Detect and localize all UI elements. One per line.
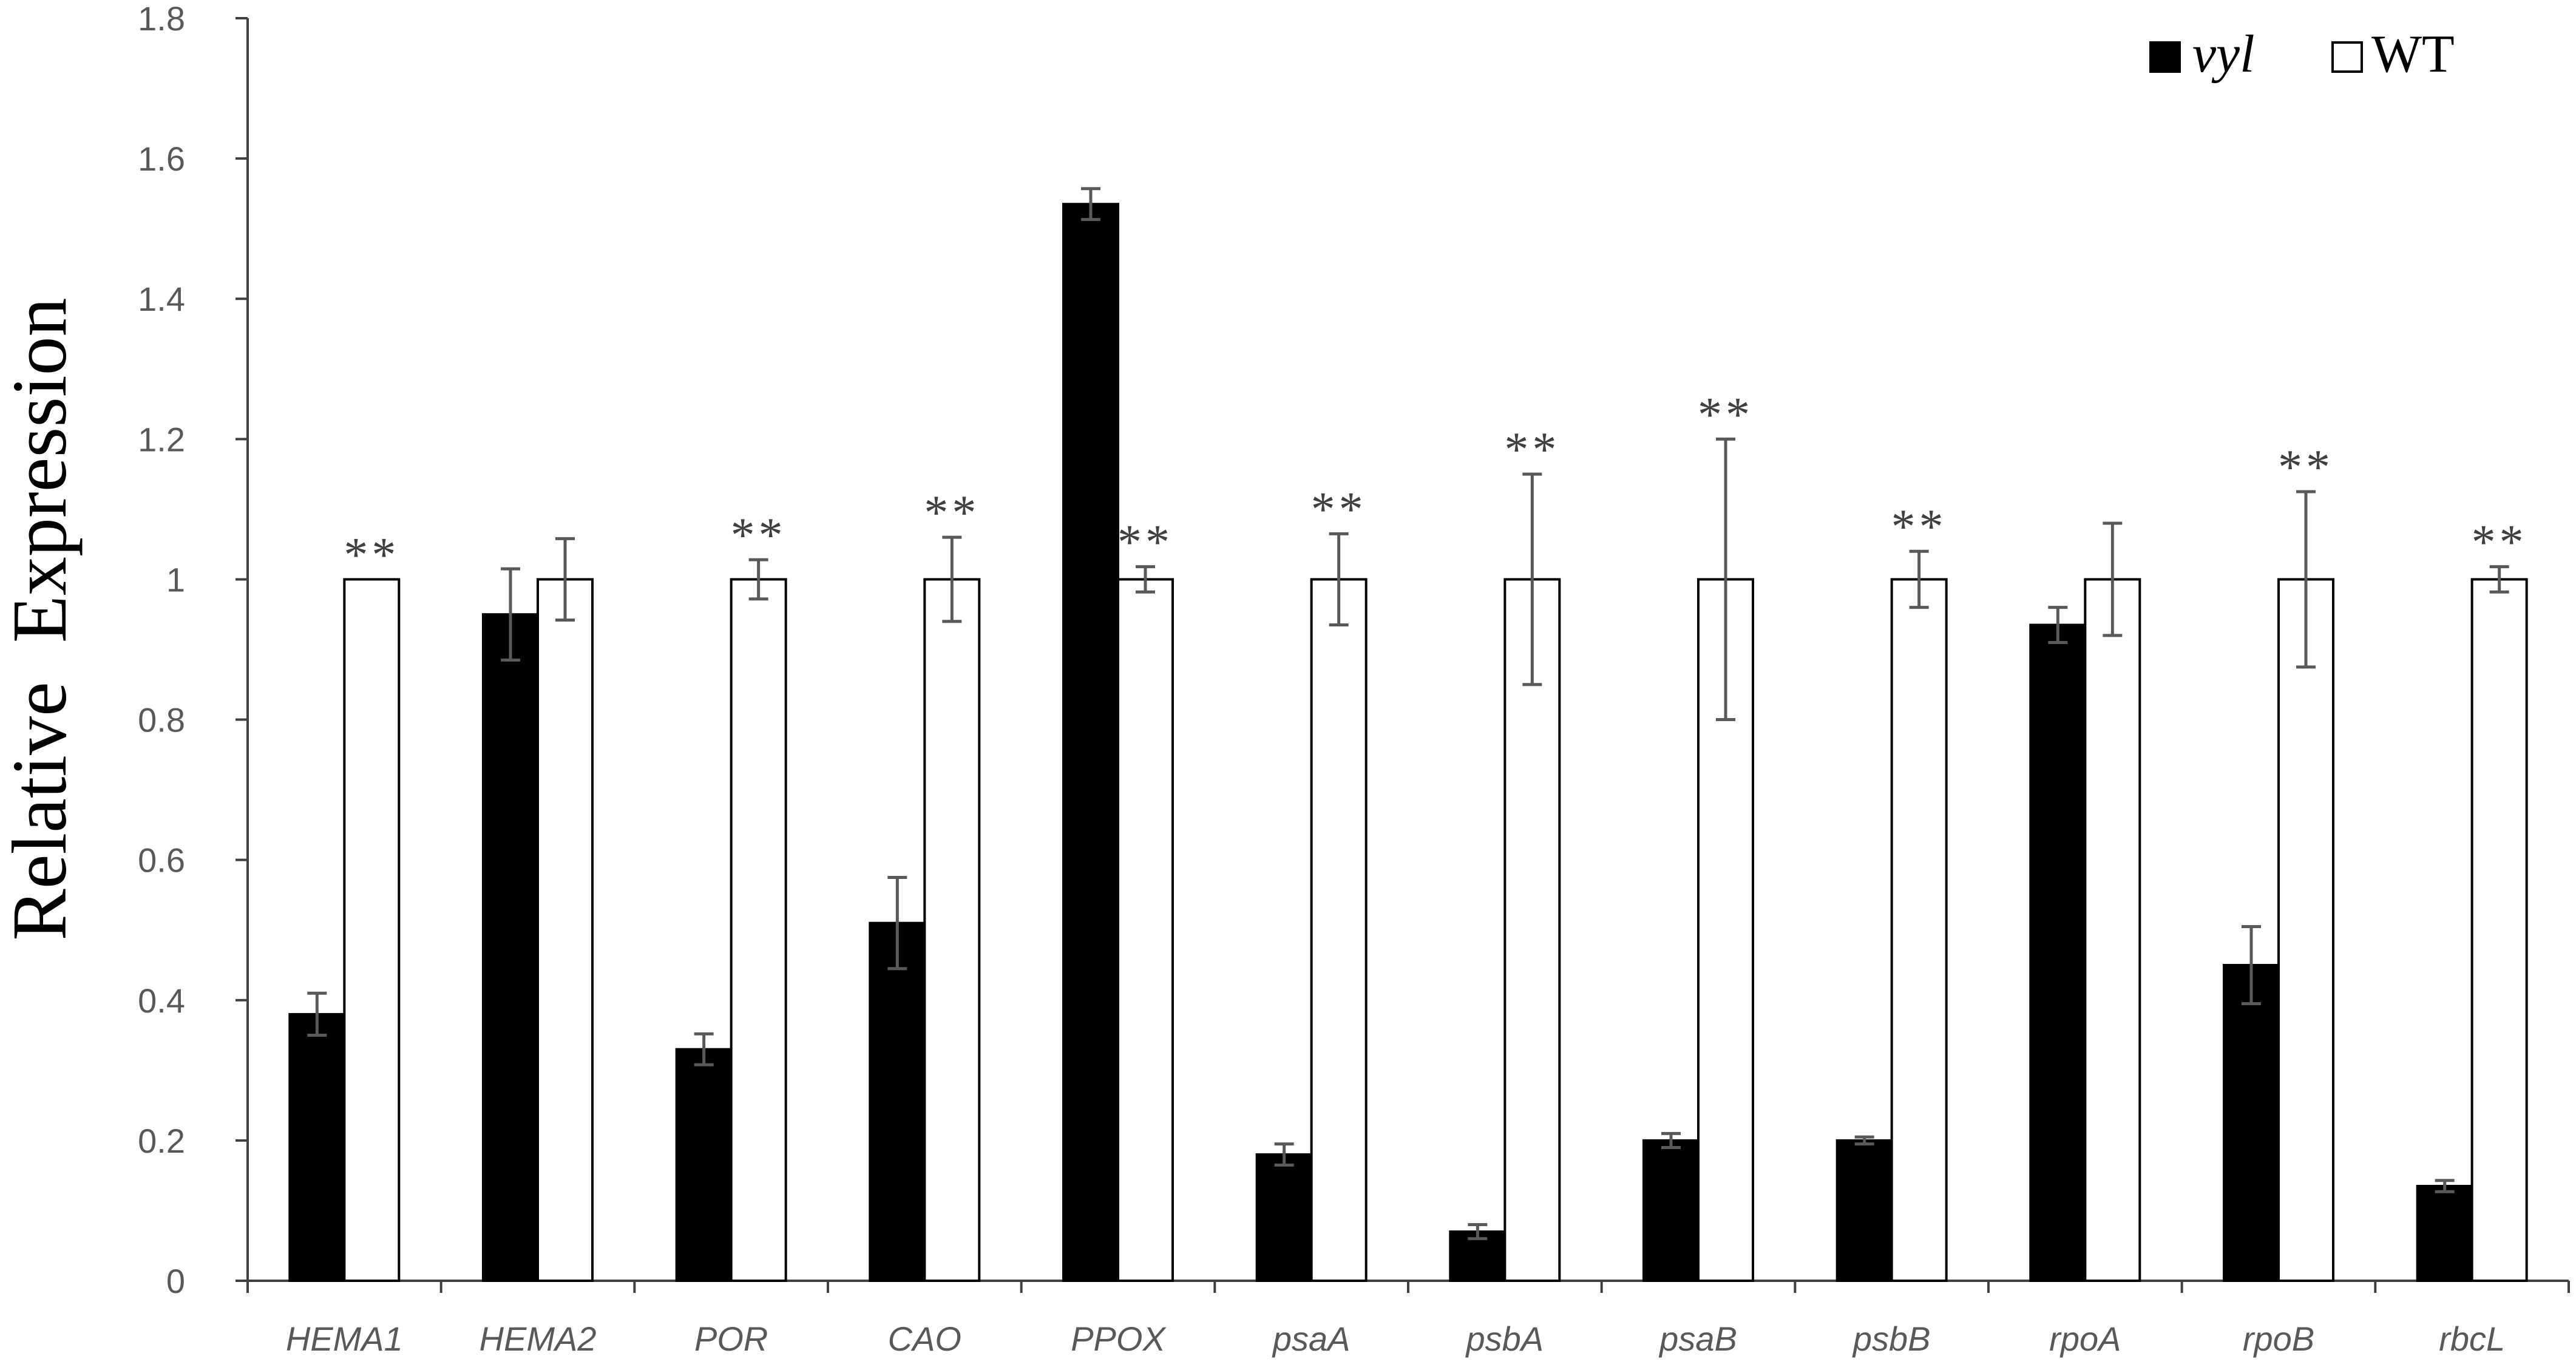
x-tick-label: HEMA2 (480, 1320, 597, 1358)
x-tick-label: CAO (888, 1320, 961, 1358)
bar-vyl-cao (869, 921, 926, 1282)
y-tick-label: 1 (166, 560, 185, 599)
bar-vyl-ppox (1062, 203, 1119, 1283)
bar-vyl-hema1 (288, 1012, 346, 1283)
bar-wt-hema2 (537, 578, 594, 1282)
legend-swatch-vyl (2149, 41, 2181, 73)
significance-label: ** (344, 528, 399, 582)
bar-wt-rpob (2277, 578, 2334, 1282)
significance-label: ** (731, 509, 787, 562)
y-tick-label: 0.6 (138, 841, 185, 880)
bar-vyl-psbb (1835, 1139, 1893, 1283)
y-tick-label: 1.2 (138, 420, 185, 458)
bar-wt-psba (1503, 578, 1561, 1282)
y-axis-title: Relative Expression (0, 297, 83, 940)
y-tick-label: 0 (166, 1262, 185, 1300)
x-tick-label: rpoA (2049, 1320, 2121, 1358)
bar-wt-psaa (1310, 578, 1368, 1282)
bars: ** ** ** ** ** ** ** ** ** ** (288, 187, 2528, 1283)
significance-label: ** (1891, 500, 1947, 554)
x-tick-label: psbA (1465, 1320, 1544, 1358)
significance-label: ** (2472, 516, 2527, 569)
bar-vyl-hema2 (482, 613, 539, 1283)
bar-vyl-psaa (1255, 1153, 1313, 1282)
bar-vyl-rpob (2223, 964, 2280, 1282)
bar-wt-por (730, 578, 787, 1282)
x-tick-label: rpoB (2243, 1320, 2314, 1358)
bar-wt-rbcl (2470, 578, 2528, 1282)
axes (236, 17, 2570, 1293)
x-tick-label: psbB (1852, 1320, 1931, 1358)
tick-labels: 0 0.2 0.4 0.6 0.8 1 1.2 1.4 1.6 1.8 HEMA1 HEMA2 POR C… (138, 0, 2505, 1358)
bar-vyl-rpoa (2029, 623, 2087, 1282)
y-tick-label: 0.4 (138, 982, 185, 1020)
significance-label: ** (1117, 516, 1173, 569)
x-tick-label: POR (694, 1320, 768, 1358)
significance-label: ** (1504, 423, 1560, 476)
significance-label: ** (924, 486, 980, 540)
legend-swatch-wt (2331, 41, 2363, 73)
bar-wt-hema1 (343, 578, 401, 1282)
bar-vyl-por (675, 1048, 733, 1282)
legend-label-vyl: vyl (2192, 25, 2255, 84)
x-tick-label: psaA (1272, 1320, 1351, 1358)
significance-label: ** (1698, 388, 1754, 441)
bar-wt-psbb (1890, 578, 1948, 1282)
significance-label: ** (1311, 483, 1367, 536)
significance-label: ** (2278, 441, 2334, 494)
y-tick-label: 1.6 (138, 140, 185, 178)
y-tick-label: 1.4 (138, 280, 185, 318)
x-tick-label: rbcL (2439, 1320, 2505, 1358)
y-tick-label: 0.8 (138, 701, 185, 739)
y-tick-label: 1.8 (138, 0, 185, 38)
y-tick-label: 0.2 (138, 1122, 185, 1160)
bar-vyl-psab (1642, 1139, 1700, 1283)
legend: vyl WT (2149, 25, 2455, 84)
x-tick-label: HEMA1 (286, 1320, 403, 1358)
bar-wt-cao (923, 578, 981, 1282)
bar-vyl-rbcl (2416, 1185, 2473, 1282)
bar-wt-ppox (1117, 578, 1174, 1282)
x-tick-label: PPOX (1071, 1320, 1167, 1358)
legend-label-wt: WT (2371, 25, 2455, 84)
bar-wt-rpoa (2084, 578, 2141, 1282)
x-tick-label: psaB (1658, 1320, 1737, 1358)
